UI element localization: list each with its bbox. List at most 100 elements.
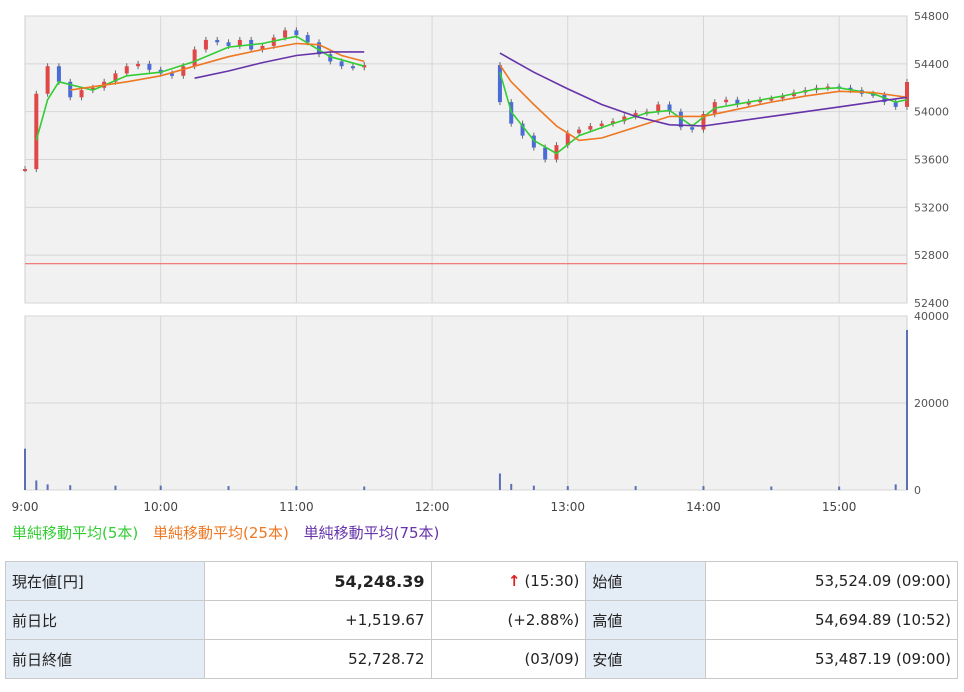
price-candle [362,65,367,68]
volume-bar [510,483,513,490]
volume-bar [634,486,637,490]
y-tick-label: 54800 [914,10,949,23]
price-candle [780,96,785,99]
current-price-time: (15:30) [524,572,580,590]
volume-bar [69,485,72,490]
price-candle [905,82,909,107]
price-candle [622,116,627,122]
volume-bar [46,484,49,490]
price-candle [735,99,740,105]
current-price-time-cell: ↑ (15:30) [430,561,587,601]
price-candle [317,42,321,55]
y-tick-label: 54400 [914,58,949,71]
y-tick-label: 52800 [914,249,949,262]
volume-bar [159,485,162,490]
ma5-line [35,35,365,141]
x-axis: 9:00 10:00 11:00 12:00 13:00 14:00 15:00 [12,500,857,514]
price-candle [554,145,559,160]
volume-bar [566,486,569,490]
current-price-value: 54,248.39 [203,561,432,601]
price-candle [305,35,310,43]
volume-bar [838,486,841,490]
price-candle [701,114,706,130]
price-candle [497,65,502,103]
price-candle [192,49,197,67]
volume-bar [227,486,230,490]
volume-bar [35,480,38,490]
y-tick-label: 53600 [914,154,949,167]
up-arrow-icon: ↑ [507,572,521,590]
ma75-line [194,51,365,79]
y-tick-label: 53200 [914,201,949,214]
price-candle [56,66,61,82]
prev-close-label: 前日終値 [5,639,205,679]
price-candle [577,129,582,134]
price-candle [79,90,84,98]
volume-y-tick-label: 0 [914,484,921,497]
price-candle [23,169,27,172]
price-candle [170,73,174,76]
price-candle [611,121,615,124]
low-label: 安値 [585,639,707,679]
price-candle [203,39,208,50]
price-candle [339,61,344,67]
price-candle [520,123,525,136]
price-candle [599,123,604,127]
price-candle [724,99,729,103]
volume-bar [532,485,535,490]
price-candle [633,112,638,117]
chart-legend: 単純移動平均(5本) 単純移動平均(25本) 単純移動平均(75本) [12,522,449,543]
volume-y-tick-label: 20000 [914,397,949,410]
quote-table: 現在値[円] 54,248.39 ↑ (15:30) 始値 53,524.09 (… [5,561,958,679]
high-label: 高値 [585,600,707,640]
price-candle [237,39,242,46]
chart-area: 54800 54400 54000 53600 53200 52800 52400 4000… [12,10,949,514]
price-candle [136,63,141,67]
volume-bar [363,486,366,490]
volume-bar [702,486,705,490]
price-candle [294,30,299,36]
price-candle [893,102,898,107]
price-candle [350,66,355,69]
x-tick-label: 9:00 [12,500,39,514]
price-candle [328,54,333,62]
low-value: 53,487.19 (09:00) [705,639,958,679]
legend-ma75: 単純移動平均(75本) [303,524,440,542]
price-panel: 54800 54400 54000 53600 53200 52800 52400 [23,10,949,310]
change-percent: (+2.88%) [430,600,587,640]
price-candle [90,87,95,91]
price-candle [124,66,129,74]
table-row: 前日終値 52,728.72 (03/09) 安値 53,487.19 (09:… [5,639,958,679]
prev-close-value: 52,728.72 [203,639,432,679]
price-candle [769,98,774,101]
price-candle [678,111,683,128]
x-tick-label: 10:00 [143,500,178,514]
y-tick-label: 52400 [914,297,949,310]
prev-close-date: (03/09) [430,639,587,679]
volume-bar [24,448,26,490]
open-value: 53,524.09 (09:00) [705,561,958,601]
price-candle [215,39,220,43]
volume-panel: 40000 20000 0 [24,310,949,497]
volume-bar [906,329,908,490]
price-candle [260,45,265,50]
legend-ma5: 単純移動平均(5本) [12,524,139,542]
ma75-line [499,52,908,127]
volume-bar [770,486,773,490]
current-price-label: 現在値[円] [5,561,205,601]
change-value: +1,519.67 [203,600,432,640]
x-tick-label: 11:00 [279,500,314,514]
price-candle [588,126,593,130]
price-candle [34,93,39,170]
ma25-line [499,64,908,142]
price-candle [181,66,186,76]
price-candle [531,135,536,148]
volume-bar [894,484,897,490]
volume-bar [498,473,501,490]
price-candle [565,133,570,146]
price-candle [45,66,50,94]
price-candle [543,147,548,160]
price-candle [746,102,751,105]
volume-bar [114,485,117,490]
price-candle [656,104,661,112]
